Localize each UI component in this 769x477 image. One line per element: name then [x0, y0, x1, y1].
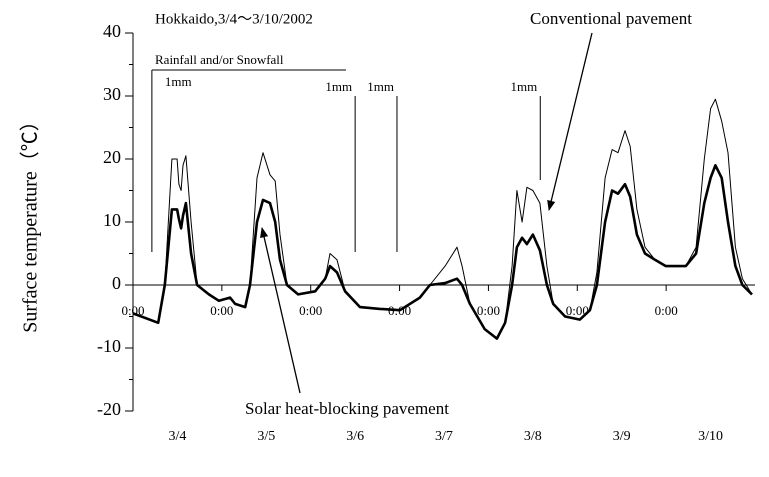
x-tick-label: 0:00	[299, 303, 322, 318]
day-label: 3/8	[524, 429, 542, 444]
rain-label: Rainfall and/or Snowfall	[155, 52, 284, 67]
series-label: Conventional pavement	[530, 9, 692, 28]
series-arrow	[547, 32, 593, 212]
day-label: 3/10	[698, 429, 723, 444]
day-label: 3/7	[435, 429, 453, 444]
day-label: 3/5	[257, 429, 275, 444]
y-tick-label: 40	[103, 21, 121, 41]
day-label: 3/9	[613, 429, 631, 444]
rain-amount: 1mm	[325, 79, 352, 94]
y-tick-label: 20	[103, 147, 121, 167]
rain-amount: 1mm	[165, 74, 192, 89]
y-axis-label: Surface temperature（℃）	[19, 111, 42, 333]
day-label: 3/4	[168, 429, 186, 444]
series-label: Solar heat-blocking pavement	[245, 399, 449, 418]
y-tick-label: 10	[103, 210, 121, 230]
rain-amount: 1mm	[367, 79, 394, 94]
y-tick-label: -10	[97, 336, 121, 356]
x-tick-label: 0:00	[566, 303, 589, 318]
series-line	[132, 164, 753, 340]
x-tick-label: 0:00	[655, 303, 678, 318]
day-label: 3/6	[346, 429, 364, 444]
y-tick-label: 30	[103, 84, 121, 104]
x-tick-label: 0:00	[477, 303, 500, 318]
x-tick-label: 0:00	[210, 303, 233, 318]
series-arrow	[260, 226, 301, 394]
y-tick-label: 0	[112, 273, 121, 293]
y-tick-label: -20	[97, 399, 121, 419]
rain-amount: 1mm	[511, 79, 538, 94]
chart-title: Hokkaido,3/4～3/10/2002	[155, 11, 313, 27]
